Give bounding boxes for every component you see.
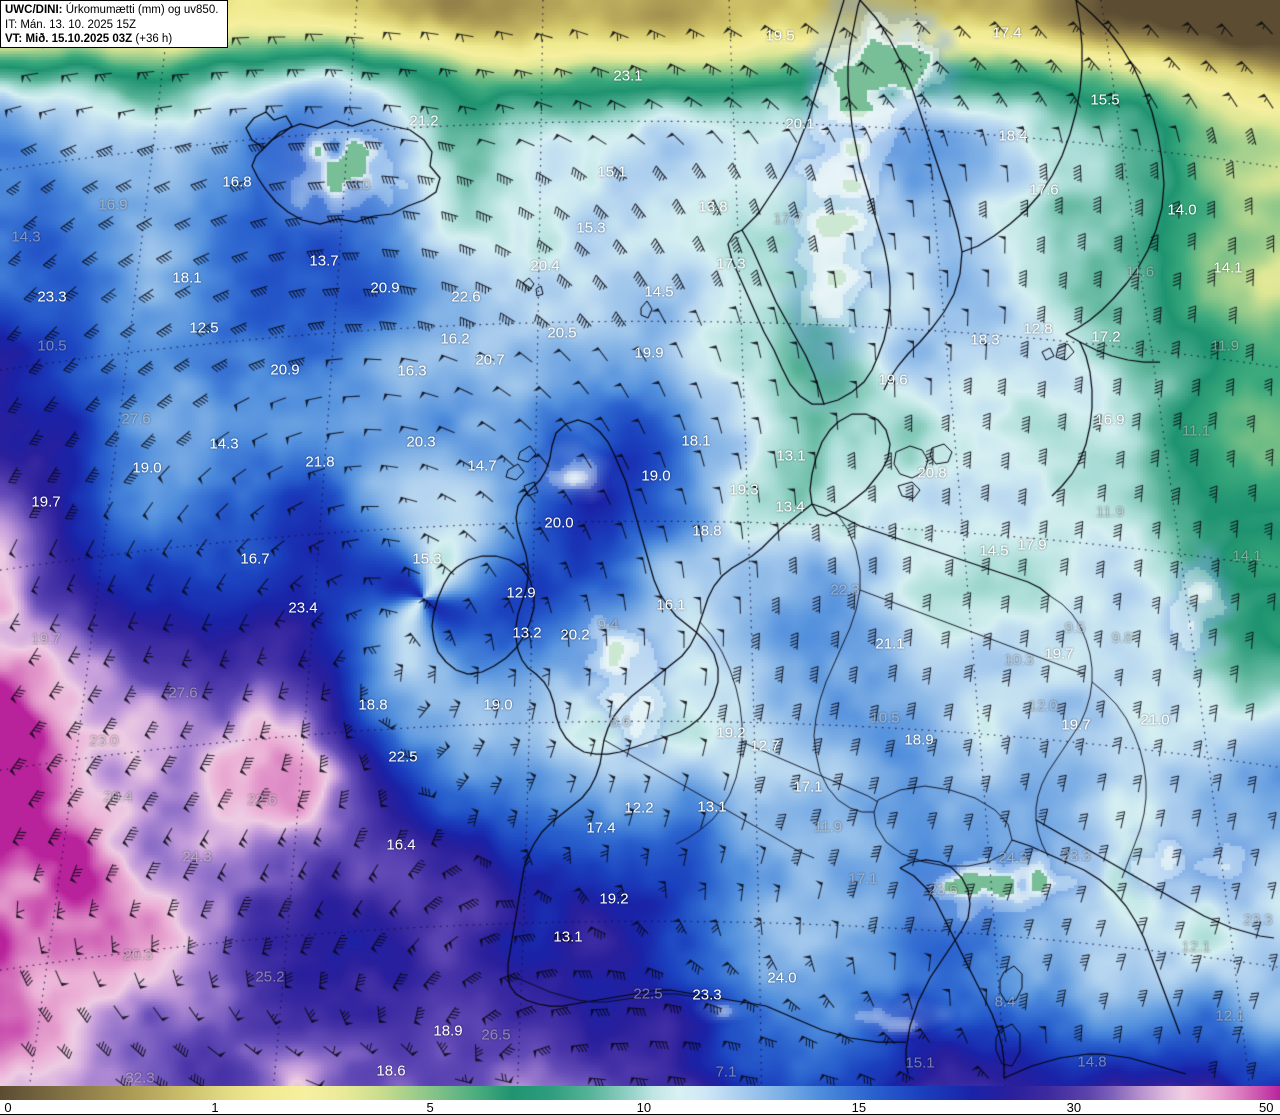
colorbar-tick-1: 1 bbox=[211, 1100, 219, 1115]
colorbar-tick-50: 50 bbox=[1259, 1100, 1274, 1115]
title-line-product: UWC/DINI: Úrkomumætti (mm) og uv850. bbox=[5, 3, 223, 18]
colorbar-tick-labels: 0 1 5 10 15 30 50 bbox=[0, 1100, 1280, 1115]
lead-time-value: (+36 h) bbox=[132, 33, 173, 45]
colorbar: 0 1 5 10 15 30 50 bbox=[0, 1086, 1280, 1115]
colorbar-tick-5: 5 bbox=[426, 1100, 434, 1115]
title-line-init-time: IT: Mán. 13. 10. 2025 15Z bbox=[5, 18, 137, 31]
colorbar-tick-30: 30 bbox=[1066, 1100, 1082, 1115]
product-description: Úrkomumætti (mm) og uv850. bbox=[62, 4, 219, 16]
valid-time-value: VT: Mið. 15.10.2025 03Z bbox=[5, 33, 133, 45]
wind-barb-overlay bbox=[0, 0, 1280, 1086]
product-name: UWC/DINI: bbox=[5, 4, 63, 16]
colorbar-tick-10: 10 bbox=[636, 1100, 652, 1115]
colorbar-gradient-strip bbox=[0, 1086, 1280, 1100]
map-title-box: UWC/DINI: Úrkomumætti (mm) og uv850. IT:… bbox=[0, 0, 228, 48]
colorbar-tick-15: 15 bbox=[851, 1100, 867, 1115]
colorbar-tick-0: 0 bbox=[4, 1100, 12, 1115]
title-line-valid-time: VT: Mið. 15.10.2025 03Z (+36 h) bbox=[5, 32, 223, 47]
map-viewport[interactable]: 19.5 17.4 23.1 15.5 20.1 21.2 18.4 15.1 16.8 17.6… bbox=[0, 0, 1280, 1086]
